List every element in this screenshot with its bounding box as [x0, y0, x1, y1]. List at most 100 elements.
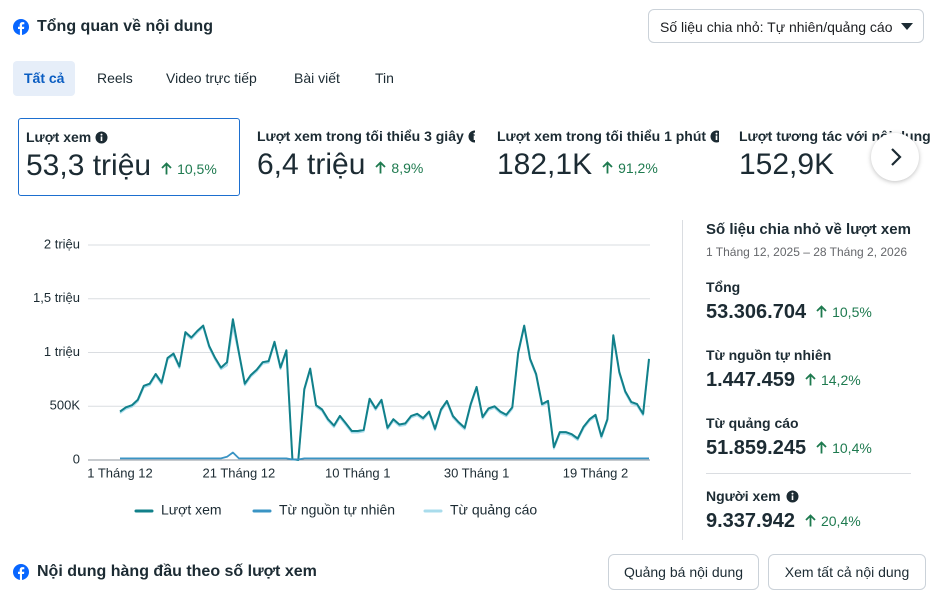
metric-label-text: Lượt xem	[26, 129, 92, 145]
change-value: 20,4%	[820, 512, 861, 529]
tab[interactable]: Video trực tiếp	[166, 70, 257, 86]
change: 14,2%	[805, 372, 861, 388]
x-tick-label: 30 Tháng 1	[444, 465, 510, 480]
up-arrow	[805, 373, 816, 386]
change: 10,5%	[816, 304, 872, 320]
series-line	[119, 318, 650, 461]
y-tick-label: 0	[73, 451, 80, 466]
divider	[682, 220, 683, 540]
y-tick-label: 1,5 triệu	[33, 290, 80, 305]
view-all-button[interactable]: Xem tất cả nội dung	[768, 554, 926, 590]
metric-label: Lượt xem trong tối thiểu 3 giây	[257, 128, 475, 144]
breakdown-item: Người xem 9.337.942 20,4%	[706, 488, 861, 533]
promote-button[interactable]: Quảng bá nội dung	[608, 554, 759, 590]
change-value: 10,5%	[177, 160, 217, 177]
legend-label: Lượt xem	[161, 502, 222, 518]
metric-label-text: Lượt xem trong tối thiểu 3 giây	[257, 128, 464, 144]
metric-value: 6,4 triệu	[257, 148, 366, 181]
y-tick-label: 2 triệu	[44, 236, 80, 251]
next-icon	[891, 148, 902, 166]
breakdown-label: Tổng	[706, 279, 872, 295]
breakdown-title: Số liệu chia nhỏ về lượt xem	[706, 221, 911, 238]
breakdown-value: 51.859.245	[706, 437, 807, 459]
metric-label-text: Lượt xem trong tối thiểu 1 phút	[497, 128, 707, 144]
change-value: 8,9%	[391, 159, 424, 176]
up-arrow	[816, 305, 827, 318]
breakdown-label-text: Từ nguồn tự nhiên	[706, 347, 832, 363]
metric-card[interactable]: Lượt xem 53,3 triệu 10,5%	[18, 118, 240, 196]
breakdown-row: 51.859.245 10,4%	[706, 437, 872, 460]
metric-label: Lượt xem	[26, 129, 232, 145]
up-arrow	[375, 161, 387, 174]
info-icon	[786, 490, 799, 502]
legend-label: Từ nguồn tự nhiên	[279, 502, 395, 518]
metric-value: 182,1K	[497, 148, 593, 181]
breakdown-item: Tổng 53.306.704 10,5%	[706, 279, 872, 324]
x-tick-label: 19 Tháng 2	[563, 465, 629, 480]
breakdown-row: 1.447.459 14,2%	[706, 369, 861, 392]
breakdown-divider	[706, 473, 911, 474]
breakdown-label-text: Người xem	[706, 488, 781, 504]
breakdown-dropdown[interactable]: Số liệu chia nhỏ: Tự nhiên/quảng cáo	[648, 9, 924, 43]
y-tick-label: 1 triệu	[44, 344, 80, 359]
breakdown-value: 9.337.942	[706, 510, 795, 532]
breakdown-date: 1 Tháng 12, 2025 – 28 Tháng 2, 2026	[706, 245, 908, 259]
change: 10,5%	[161, 161, 217, 177]
x-tick-label: 1 Tháng 12	[87, 465, 153, 480]
change-value: 14,2%	[820, 371, 861, 388]
header-title: Tổng quan về nội dung	[37, 18, 213, 35]
breakdown-label: Người xem	[706, 488, 861, 504]
tab[interactable]: Tin	[375, 70, 394, 86]
metric-card[interactable]: Lượt xem trong tối thiểu 1 phút 182,1K 91,…	[490, 118, 726, 196]
facebook-logo	[13, 19, 29, 35]
footer-title: Nội dung hàng đầu theo số lượt xem	[37, 563, 317, 580]
info-icon	[468, 130, 475, 142]
breakdown-label-text: Tổng	[706, 279, 741, 295]
facebook-logo	[13, 564, 29, 580]
breakdown-label: Từ nguồn tự nhiên	[706, 347, 861, 363]
dropdown-caret	[901, 23, 913, 30]
dropdown-label: Số liệu chia nhỏ: Tự nhiên/quảng cáo	[660, 19, 893, 35]
x-tick-label: 10 Tháng 1	[325, 465, 391, 480]
change: 8,9%	[375, 160, 423, 176]
tab[interactable]: Tất cả	[13, 61, 76, 96]
breakdown-item: Từ nguồn tự nhiên 1.447.459 14,2%	[706, 347, 861, 392]
change-value: 10,5%	[832, 303, 872, 320]
metric-cards: Lượt xem 53,3 triệu 10,5% Lượt xem trong tố…	[0, 110, 932, 206]
info-icon	[710, 130, 719, 142]
metric-row: 6,4 triệu 8,9%	[257, 148, 475, 182]
line-chart: 0 500K 1 triệu 1,5 triệu 2 triệu 1 Tháng 12 21…	[33, 236, 650, 518]
breakdown-label: Từ quảng cáo	[706, 415, 872, 431]
metric-row: 53,3 triệu 10,5%	[26, 149, 232, 183]
up-arrow	[805, 514, 816, 527]
breakdown-label-text: Từ quảng cáo	[706, 415, 799, 431]
metric-row: 152,9K	[739, 148, 932, 182]
metric-value: 53,3 triệu	[26, 149, 152, 182]
breakdown-row: 9.337.942 20,4%	[706, 510, 861, 533]
tab[interactable]: Bài viết	[294, 70, 340, 86]
metric-label: Lượt xem trong tối thiểu 1 phút	[497, 128, 719, 144]
change: 10,4%	[816, 440, 872, 456]
breakdown-row: 53.306.704 10,5%	[706, 301, 872, 324]
up-arrow	[602, 161, 613, 174]
y-tick-label: 500K	[50, 398, 81, 413]
change-value: 10,4%	[832, 439, 872, 456]
tab[interactable]: Reels	[97, 70, 133, 86]
metric-card[interactable]: Lượt xem trong tối thiểu 3 giây 6,4 triệu…	[250, 118, 482, 196]
breakdown-value: 1.447.459	[706, 369, 795, 391]
up-arrow	[161, 162, 172, 175]
change: 20,4%	[805, 513, 861, 529]
breakdown-item: Từ quảng cáo 51.859.245 10,4%	[706, 415, 872, 460]
x-tick-label: 21 Tháng 12	[202, 465, 275, 480]
up-arrow	[816, 441, 827, 454]
next-button[interactable]	[871, 133, 919, 181]
series-line	[120, 451, 649, 461]
breakdown-value: 53.306.704	[706, 301, 807, 323]
change-value: 91,2%	[618, 159, 658, 176]
change: 91,2%	[602, 160, 658, 176]
metric-row: 182,1K 91,2%	[497, 148, 719, 182]
legend-label: Từ quảng cáo	[450, 502, 537, 518]
info-icon	[95, 131, 108, 143]
series-line	[119, 325, 650, 461]
